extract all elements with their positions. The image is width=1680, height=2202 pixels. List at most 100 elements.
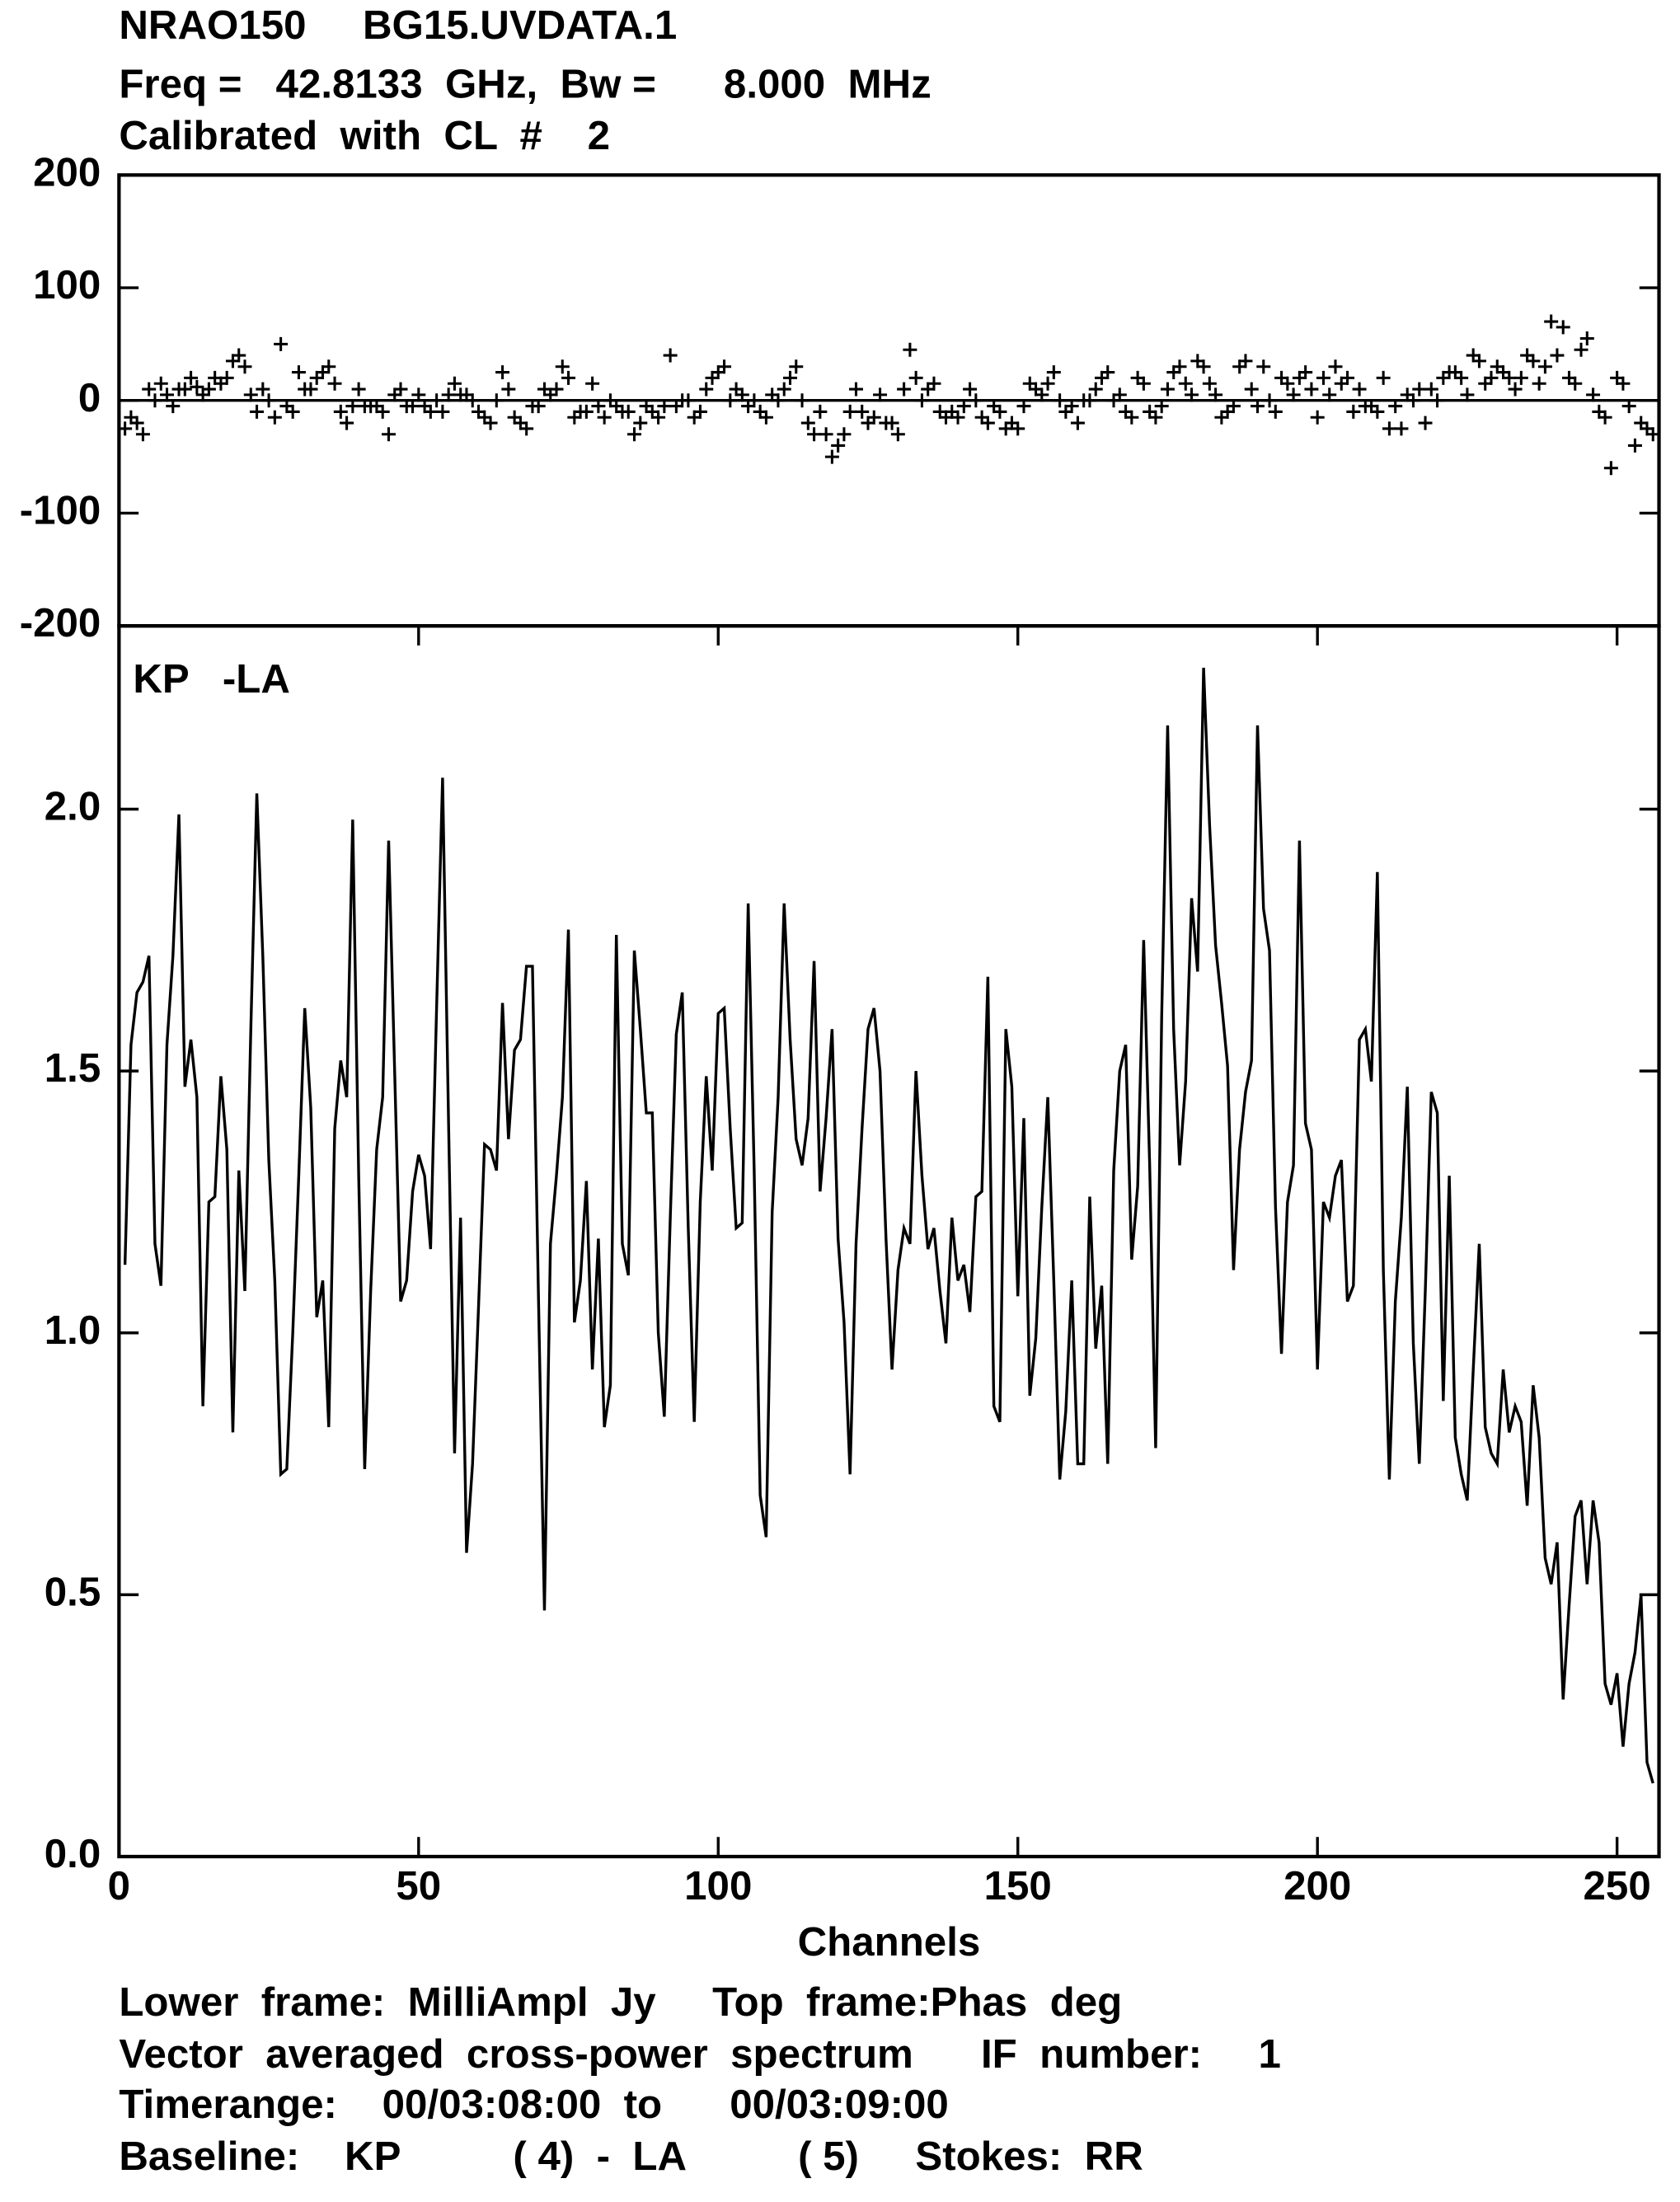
x-tick-label: 0 xyxy=(108,1863,130,1909)
point-marker xyxy=(148,393,162,408)
point-marker xyxy=(1370,404,1385,419)
point-marker xyxy=(831,438,846,453)
point-marker xyxy=(597,410,612,425)
point-marker xyxy=(1100,365,1115,380)
point-marker xyxy=(1124,410,1139,425)
point-marker xyxy=(1550,348,1565,363)
point-marker xyxy=(465,393,480,408)
point-marker xyxy=(1412,382,1427,397)
point-marker xyxy=(813,404,828,419)
point-marker xyxy=(1298,365,1313,380)
y-tick-label: 1.5 xyxy=(45,1045,101,1091)
point-marker xyxy=(1568,376,1583,391)
point-marker xyxy=(327,376,342,391)
point-marker xyxy=(1208,387,1223,402)
point-marker xyxy=(423,404,438,419)
point-marker xyxy=(1185,387,1199,402)
point-marker xyxy=(274,336,289,351)
point-marker xyxy=(890,427,905,442)
point-marker xyxy=(980,416,995,430)
point-marker xyxy=(855,404,870,419)
point-marker xyxy=(375,404,390,419)
point-marker xyxy=(1340,370,1355,385)
point-marker xyxy=(291,365,306,380)
annotation: KP -LA xyxy=(133,656,290,702)
point-marker xyxy=(333,404,348,419)
point-marker xyxy=(789,359,804,374)
point-marker xyxy=(663,348,678,363)
point-marker xyxy=(1088,382,1103,397)
point-marker xyxy=(692,404,707,419)
point-marker xyxy=(824,449,839,464)
point-marker xyxy=(873,387,888,402)
point-marker xyxy=(160,387,175,402)
point-marker xyxy=(1064,399,1079,414)
point-marker xyxy=(303,382,318,397)
point-marker xyxy=(771,393,786,408)
point-marker xyxy=(519,421,534,436)
point-marker xyxy=(908,370,923,385)
point-marker xyxy=(651,410,666,425)
point-marker xyxy=(411,387,426,402)
point-marker xyxy=(435,404,450,419)
y-tick-label: 0 xyxy=(78,375,101,420)
point-marker xyxy=(166,399,181,414)
point-marker xyxy=(142,382,157,397)
point-marker xyxy=(969,393,983,408)
point-marker xyxy=(1645,427,1660,442)
point-marker xyxy=(956,399,971,414)
point-marker xyxy=(256,382,270,397)
point-marker xyxy=(1621,399,1636,414)
point-marker xyxy=(734,387,749,402)
point-marker xyxy=(1513,370,1528,385)
y-tick-label: 2.0 xyxy=(45,784,101,829)
y-tick-label: 200 xyxy=(33,149,101,195)
point-marker xyxy=(184,370,199,385)
point-marker xyxy=(1460,387,1475,402)
point-marker xyxy=(723,393,738,408)
point-marker xyxy=(1586,387,1601,402)
point-marker xyxy=(1172,359,1187,374)
point-marker xyxy=(118,421,133,436)
point-marker xyxy=(250,404,265,419)
point-marker xyxy=(201,382,216,397)
point-marker xyxy=(1484,370,1499,385)
point-marker xyxy=(1262,393,1277,408)
plot-frame xyxy=(117,624,1661,1859)
x-tick-label: 150 xyxy=(984,1863,1052,1909)
point-marker xyxy=(406,399,420,414)
point-marker xyxy=(1603,461,1618,476)
point-marker xyxy=(914,393,929,408)
y-tick-label: -100 xyxy=(20,487,101,533)
point-marker xyxy=(1082,393,1097,408)
point-marker xyxy=(1226,399,1241,414)
point-marker xyxy=(381,427,396,442)
point-marker xyxy=(927,376,941,391)
point-marker xyxy=(1251,399,1265,414)
point-marker xyxy=(177,382,192,397)
point-marker xyxy=(1502,370,1517,385)
point-marker xyxy=(261,393,276,408)
point-marker xyxy=(237,359,252,374)
point-marker xyxy=(267,410,282,425)
point-marker xyxy=(1112,387,1127,402)
point-marker xyxy=(285,404,300,419)
point-marker xyxy=(1286,387,1301,402)
point-marker xyxy=(837,427,852,442)
point-marker xyxy=(351,382,366,397)
point-marker xyxy=(633,416,648,430)
point-marker xyxy=(243,387,258,402)
point-marker xyxy=(993,404,1007,419)
point-marker xyxy=(1053,393,1068,408)
point-marker xyxy=(1011,421,1025,436)
y-tick-label: 0.0 xyxy=(45,1831,101,1876)
point-marker xyxy=(135,427,150,442)
point-marker xyxy=(1202,376,1217,391)
point-marker xyxy=(885,416,899,430)
point-marker xyxy=(129,416,144,430)
point-marker xyxy=(1178,376,1193,391)
point-marker xyxy=(963,382,978,397)
point-marker xyxy=(950,410,965,425)
